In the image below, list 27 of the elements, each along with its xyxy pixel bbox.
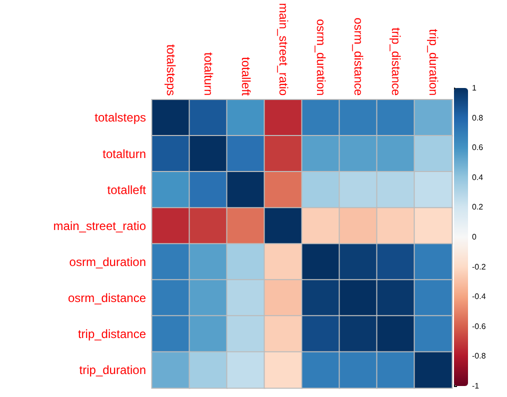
y-tick-label: osrm_distance xyxy=(68,290,146,305)
y-tick-label: main_street_ratio xyxy=(53,218,146,233)
x-tick-label: totalsteps xyxy=(164,44,178,96)
color-bar-label: 0.4 xyxy=(472,172,484,182)
color-bar-label: 0 xyxy=(472,232,477,242)
color-bar-label: -0.6 xyxy=(472,322,486,331)
color-bar-label: 0.2 xyxy=(472,202,484,212)
color-bar-label: 1 xyxy=(472,84,477,92)
x-tick-label: trip_distance xyxy=(388,28,403,96)
y-tick-label: trip_distance xyxy=(78,326,146,341)
color-bar-label: 0.8 xyxy=(472,113,484,122)
color-bar-label: -0.4 xyxy=(472,292,486,302)
y-tick-label: totalturn xyxy=(102,146,146,161)
y-tick-label: trip_duration xyxy=(79,362,146,377)
y-tick-label: osrm_duration xyxy=(69,254,146,269)
color-bar-label: -0.2 xyxy=(472,262,486,272)
color-bar-label: -1 xyxy=(472,382,480,390)
x-tick-label: totalleft xyxy=(238,57,253,96)
x-tick-label: totalturn xyxy=(201,52,216,96)
x-tick-label: trip_duration xyxy=(426,28,440,96)
x-tick-label: main_street_ratio xyxy=(276,2,290,96)
y-tick-label: totalsteps xyxy=(94,110,146,125)
x-tick-label: osrm_duration xyxy=(314,18,328,96)
color-bar-label: -0.8 xyxy=(472,352,486,361)
x-tick-label: osrm_distance xyxy=(351,18,366,96)
y-tick-label: totalleft xyxy=(107,182,147,197)
color-bar-label: 0.6 xyxy=(472,143,484,152)
